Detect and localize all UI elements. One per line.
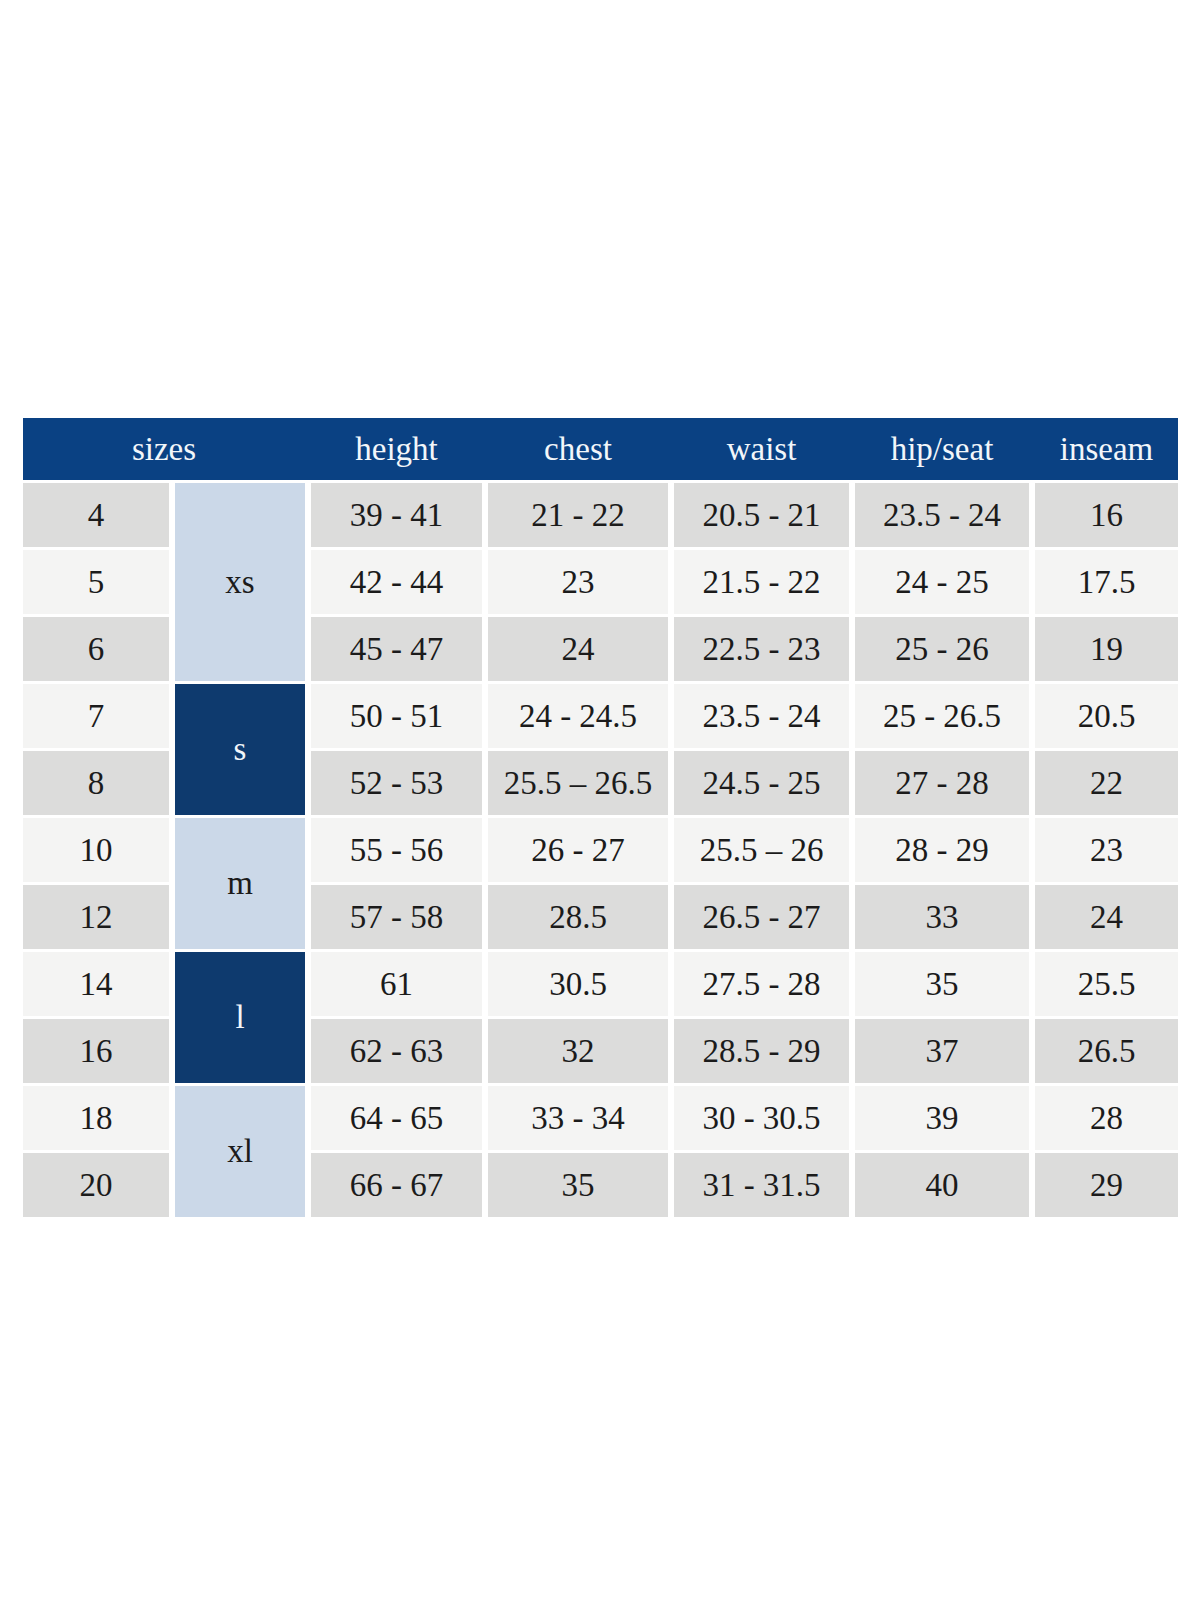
waist-cell: 23.5 - 24 bbox=[674, 684, 849, 748]
inseam-cell: 29 bbox=[1035, 1153, 1178, 1217]
chest-cell: 32 bbox=[488, 1019, 668, 1083]
size-chart-table: sizes height chest waist hip/seat inseam… bbox=[23, 418, 1178, 1217]
column-header-waist: waist bbox=[674, 418, 849, 480]
waist-cell: 27.5 - 28 bbox=[674, 952, 849, 1016]
inseam-cell: 23 bbox=[1035, 818, 1178, 882]
waist-cell: 30 - 30.5 bbox=[674, 1086, 849, 1150]
chest-cell: 24 - 24.5 bbox=[488, 684, 668, 748]
height-cell: 61 bbox=[311, 952, 482, 1016]
size-group-cell-s: s bbox=[175, 684, 305, 815]
hip-cell: 24 - 25 bbox=[855, 550, 1029, 614]
inseam-cell: 26.5 bbox=[1035, 1019, 1178, 1083]
hip-cell: 28 - 29 bbox=[855, 818, 1029, 882]
column-header-hip-seat: hip/seat bbox=[855, 418, 1029, 480]
height-cell: 55 - 56 bbox=[311, 818, 482, 882]
chest-cell: 23 bbox=[488, 550, 668, 614]
column-header-inseam: inseam bbox=[1035, 418, 1178, 480]
size-cell: 12 bbox=[23, 885, 169, 949]
size-group-cell-m: m bbox=[175, 818, 305, 949]
height-cell: 50 - 51 bbox=[311, 684, 482, 748]
table-header-row: sizes height chest waist hip/seat inseam bbox=[23, 418, 1178, 480]
hip-cell: 33 bbox=[855, 885, 1029, 949]
waist-cell: 24.5 - 25 bbox=[674, 751, 849, 815]
size-cell: 20 bbox=[23, 1153, 169, 1217]
hip-cell: 39 bbox=[855, 1086, 1029, 1150]
height-cell: 64 - 65 bbox=[311, 1086, 482, 1150]
size-cell: 7 bbox=[23, 684, 169, 748]
chest-cell: 33 - 34 bbox=[488, 1086, 668, 1150]
height-cell: 39 - 41 bbox=[311, 483, 482, 547]
chest-cell: 28.5 bbox=[488, 885, 668, 949]
chest-cell: 26 - 27 bbox=[488, 818, 668, 882]
height-cell: 57 - 58 bbox=[311, 885, 482, 949]
waist-cell: 20.5 - 21 bbox=[674, 483, 849, 547]
hip-cell: 25 - 26.5 bbox=[855, 684, 1029, 748]
column-header-sizes: sizes bbox=[23, 418, 305, 480]
inseam-cell: 16 bbox=[1035, 483, 1178, 547]
hip-cell: 35 bbox=[855, 952, 1029, 1016]
inseam-cell: 24 bbox=[1035, 885, 1178, 949]
inseam-cell: 19 bbox=[1035, 617, 1178, 681]
size-cell: 5 bbox=[23, 550, 169, 614]
waist-cell: 21.5 - 22 bbox=[674, 550, 849, 614]
hip-cell: 37 bbox=[855, 1019, 1029, 1083]
table-body: 439 - 4121 - 2220.5 - 2123.5 - 2416542 -… bbox=[23, 483, 1178, 1217]
inseam-cell: 17.5 bbox=[1035, 550, 1178, 614]
hip-cell: 40 bbox=[855, 1153, 1029, 1217]
size-cell: 6 bbox=[23, 617, 169, 681]
size-cell: 4 bbox=[23, 483, 169, 547]
inseam-cell: 25.5 bbox=[1035, 952, 1178, 1016]
height-cell: 42 - 44 bbox=[311, 550, 482, 614]
waist-cell: 25.5 – 26 bbox=[674, 818, 849, 882]
size-cell: 18 bbox=[23, 1086, 169, 1150]
waist-cell: 28.5 - 29 bbox=[674, 1019, 849, 1083]
chest-cell: 24 bbox=[488, 617, 668, 681]
size-cell: 16 bbox=[23, 1019, 169, 1083]
chest-cell: 35 bbox=[488, 1153, 668, 1217]
hip-cell: 27 - 28 bbox=[855, 751, 1029, 815]
size-cell: 14 bbox=[23, 952, 169, 1016]
column-header-chest: chest bbox=[488, 418, 668, 480]
height-cell: 62 - 63 bbox=[311, 1019, 482, 1083]
waist-cell: 22.5 - 23 bbox=[674, 617, 849, 681]
height-cell: 52 - 53 bbox=[311, 751, 482, 815]
waist-cell: 31 - 31.5 bbox=[674, 1153, 849, 1217]
hip-cell: 23.5 - 24 bbox=[855, 483, 1029, 547]
size-group-cell-xs: xs bbox=[175, 483, 305, 681]
size-group-cell-l: l bbox=[175, 952, 305, 1083]
chest-cell: 30.5 bbox=[488, 952, 668, 1016]
chest-cell: 21 - 22 bbox=[488, 483, 668, 547]
inseam-cell: 20.5 bbox=[1035, 684, 1178, 748]
size-cell: 8 bbox=[23, 751, 169, 815]
chest-cell: 25.5 – 26.5 bbox=[488, 751, 668, 815]
size-cell: 10 bbox=[23, 818, 169, 882]
size-group-cell-xl: xl bbox=[175, 1086, 305, 1217]
column-header-height: height bbox=[311, 418, 482, 480]
inseam-cell: 22 bbox=[1035, 751, 1178, 815]
inseam-cell: 28 bbox=[1035, 1086, 1178, 1150]
height-cell: 45 - 47 bbox=[311, 617, 482, 681]
waist-cell: 26.5 - 27 bbox=[674, 885, 849, 949]
hip-cell: 25 - 26 bbox=[855, 617, 1029, 681]
height-cell: 66 - 67 bbox=[311, 1153, 482, 1217]
